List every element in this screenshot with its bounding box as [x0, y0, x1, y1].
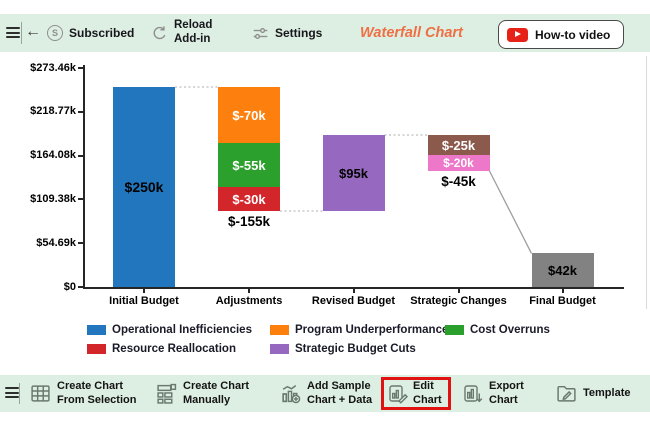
export-chart-label: Export Chart [489, 380, 524, 406]
template-label: Template [583, 386, 631, 399]
x-axis-line [83, 287, 624, 289]
y-axis-tick [78, 242, 83, 245]
y-axis-tick [78, 286, 83, 288]
back-arrow-icon[interactable]: ← [25, 23, 41, 40]
x-axis-tick [248, 289, 250, 293]
sum-label: $-155k [227, 214, 271, 229]
waterfall-bar-segment: $250k [113, 87, 175, 287]
legend-item: Operational Inefficiencies [87, 324, 252, 336]
plot-right-border [646, 56, 647, 309]
add-sample-chart-data-button[interactable]: Add Sample Chart + Data [280, 378, 372, 409]
x-axis-tick [457, 289, 460, 293]
y-axis-tick [78, 198, 83, 201]
y-axis-tick-label: $273.46k [30, 61, 76, 74]
menu-icon[interactable] [6, 27, 20, 38]
subscribed-status[interactable]: S Subscribed [47, 14, 134, 52]
waterfall-bar-segment: $-25k [427, 135, 490, 155]
waterfall-bar-segment: $42k [531, 253, 594, 287]
connector-line [488, 170, 533, 254]
export-chart-button[interactable]: Export Chart [463, 378, 524, 409]
x-axis-category-label: Revised Budget [311, 295, 396, 307]
legend-item: Program Underperformance [270, 324, 448, 336]
legend-swatch [87, 344, 106, 354]
y-axis-tick-label: $218.77k [30, 105, 76, 118]
y-axis-tick-label: $164.08k [30, 149, 76, 162]
waterfall-chart: $0 $54.69k $109.38k $164.08k $218.77k $273.46… [0, 52, 650, 375]
legend-swatch [270, 325, 289, 335]
edit-chart-button[interactable]: Edit Chart [381, 377, 451, 410]
edit-chart-label: Edit Chart [413, 380, 442, 406]
legend-label: Operational Inefficiencies [112, 324, 252, 336]
y-axis-tick [78, 67, 83, 70]
x-axis-category-label: Initial Budget [109, 295, 179, 307]
x-axis-tick [561, 289, 564, 293]
legend-item: Resource Reallocation [87, 343, 236, 355]
create-chart-from-selection-button[interactable]: Create Chart From Selection [30, 378, 136, 409]
waterfall-bar-segment: $-30k [218, 187, 280, 211]
how-to-video-button[interactable]: How-to video [498, 20, 624, 49]
sum-label: $-45k [441, 174, 476, 189]
y-axis-tick-label: $0 [63, 280, 76, 293]
legend-item: Cost Overruns [445, 324, 550, 336]
youtube-icon [507, 27, 528, 42]
legend-swatch [270, 344, 289, 354]
create-chart-manually-label: Create Chart Manually [183, 380, 250, 406]
y-axis-tick [78, 154, 83, 157]
y-axis-tick-label: $109.38k [30, 192, 76, 205]
subscription-icon: S [47, 25, 63, 41]
table-icon [31, 385, 50, 402]
settings-button[interactable]: Settings [252, 14, 322, 52]
settings-sliders-icon [253, 27, 268, 39]
legend-item: Strategic Budget Cuts [270, 343, 416, 355]
x-axis-category-label: Adjustments [215, 295, 283, 307]
add-sample-chart-data-label: Add Sample Chart + Data [307, 380, 373, 406]
waterfall-bar-segment: $-55k [218, 143, 280, 187]
y-axis-line [83, 65, 85, 289]
bottom-toolbar: Create Chart From Selection Create Chart M… [0, 375, 650, 412]
create-chart-manually-button[interactable]: Create Chart Manually [156, 378, 249, 409]
y-axis-tick [78, 110, 83, 113]
chart-plus-icon [282, 385, 301, 404]
x-axis-tick [352, 289, 355, 293]
subscribed-label: Subscribed [69, 26, 135, 40]
how-to-video-label: How-to video [535, 27, 611, 42]
chart-pencil-icon [389, 384, 408, 404]
toolbar-separator [19, 383, 20, 404]
top-toolbar: ← S Subscribed Reload Add-in Settings Wat… [0, 14, 650, 52]
template-folder-icon [557, 385, 576, 402]
reload-addin-button[interactable]: Reload Add-in [151, 14, 212, 52]
menu-icon[interactable] [5, 387, 19, 398]
create-chart-from-selection-label: Create Chart From Selection [57, 380, 137, 406]
legend-label: Strategic Budget Cuts [295, 343, 416, 355]
x-axis-category-label: Final Budget [529, 295, 596, 307]
legend-swatch [445, 325, 464, 335]
legend-label: Cost Overruns [470, 324, 550, 336]
x-axis-tick [143, 289, 145, 293]
legend-label: Resource Reallocation [112, 343, 236, 355]
page-title: Waterfall Chart [360, 25, 463, 41]
legend-label: Program Underperformance [295, 324, 449, 336]
settings-label: Settings [275, 26, 323, 40]
template-button[interactable]: Template [556, 378, 630, 409]
connector-lines [175, 86, 533, 254]
form-icon [157, 383, 177, 404]
waterfall-bar-segment: $-20k [427, 155, 490, 171]
refresh-icon [153, 25, 166, 39]
reload-label: Reload Add-in [174, 19, 213, 45]
waterfall-bar-segment: $-70k [218, 87, 280, 143]
x-axis-category-label: Strategic Changes [410, 295, 507, 307]
y-axis-tick-label: $54.69k [36, 236, 76, 249]
legend-swatch [87, 325, 106, 335]
waterfall-bar-segment: $95k [322, 135, 385, 211]
chart-export-icon [464, 384, 483, 402]
toolbar-separator [21, 22, 22, 44]
